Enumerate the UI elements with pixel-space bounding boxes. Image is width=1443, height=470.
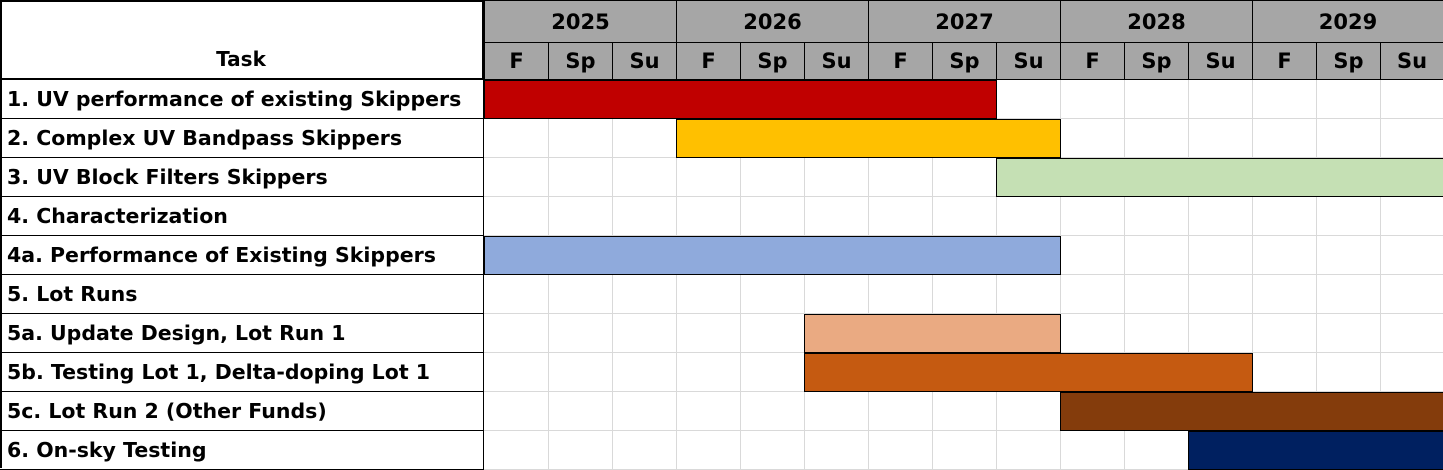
grid-line-vertical [932,80,933,470]
grid-line-vertical [740,80,741,470]
task-label: 5. Lot Runs [0,275,484,314]
grid-line-vertical [612,80,613,470]
grid-line-vertical [676,80,677,470]
task-bar [676,119,1061,158]
term-header-9: F [1060,42,1125,80]
year-header-2029: 2029 [1252,0,1443,43]
term-header-6: F [868,42,933,80]
term-header-3: F [676,42,741,80]
table-border-top [0,0,484,2]
term-header-10: Sp [1124,42,1189,80]
term-header-13: Sp [1316,42,1381,80]
term-header-0: F [484,42,549,80]
year-header-2028: 2028 [1060,0,1253,43]
grid-line-vertical [1316,80,1317,470]
year-header-2026: 2026 [676,0,869,43]
grid-line-vertical [1188,80,1189,470]
task-label: 1. UV performance of existing Skippers [0,80,484,119]
grid-line-horizontal [484,235,1443,236]
term-header-2: Su [612,42,677,80]
grid-line-vertical [868,80,869,470]
timeline-border-left [483,0,484,468]
task-column-header: Task [0,0,484,80]
task-label: 3. UV Block Filters Skippers [0,158,484,197]
grid-line-vertical [1060,80,1061,470]
term-header-8: Su [996,42,1061,80]
term-header-5: Su [804,42,869,80]
task-label: 2. Complex UV Bandpass Skippers [0,119,484,158]
term-header-12: F [1252,42,1317,80]
term-header-4: Sp [740,42,805,80]
task-label: 6. On-sky Testing [0,431,484,470]
task-label: 5c. Lot Run 2 (Other Funds) [0,392,484,431]
grid-line-vertical [804,80,805,470]
term-header-7: Sp [932,42,997,80]
term-header-11: Su [1188,42,1253,80]
grid-line-vertical [548,80,549,470]
grid-line-vertical [1380,80,1381,470]
task-bar [996,158,1443,197]
task-bar [804,353,1253,392]
task-label: 5a. Update Design, Lot Run 1 [0,314,484,353]
year-header-2025: 2025 [484,0,677,43]
term-header-14: Su [1380,42,1443,80]
task-label: 4a. Performance of Existing Skippers [0,236,484,275]
task-label: 4. Characterization [0,197,484,236]
year-header-2027: 2027 [868,0,1061,43]
task-bar [484,236,1061,275]
grid-line-vertical [1124,80,1125,470]
term-header-1: Sp [548,42,613,80]
task-bar [484,80,997,119]
grid-line-horizontal [484,430,1443,431]
task-bar [1060,392,1443,431]
task-bar [804,314,1061,353]
grid-line-vertical [1252,80,1253,470]
grid-line-horizontal [484,313,1443,314]
task-bar [1188,431,1443,470]
grid-line-horizontal [484,196,1443,197]
table-border-left [0,0,2,468]
task-label: 5b. Testing Lot 1, Delta-doping Lot 1 [0,353,484,392]
grid-line-vertical [996,80,997,470]
